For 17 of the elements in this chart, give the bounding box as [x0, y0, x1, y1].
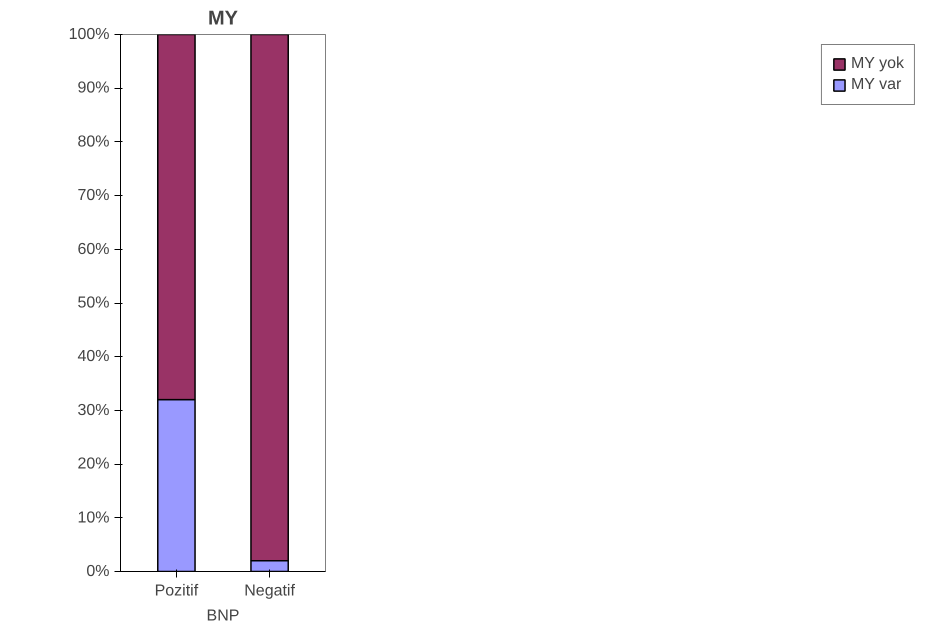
y-tick-label: 0% [86, 563, 110, 580]
y-tick-label: 80% [77, 133, 110, 150]
y-tick-label: 10% [77, 509, 110, 526]
x-tick-label: Negatif [244, 582, 296, 600]
chart-title: MY [208, 8, 239, 30]
y-tick-label: 70% [77, 187, 110, 204]
y-tick-label: 60% [77, 240, 110, 258]
x-tick-label: Pozitif [154, 582, 199, 600]
legend-label: MY var [850, 76, 902, 94]
y-tick-label: 20% [77, 456, 110, 473]
y-tick-label: 30% [77, 402, 110, 419]
y-tick-label: 40% [77, 348, 110, 366]
x-axis-title: BNP [206, 608, 240, 624]
y-tick-label: 50% [77, 294, 110, 312]
legend-label: MY yok [850, 55, 904, 73]
y-tick-label: 90% [77, 80, 110, 97]
y-tick-label: 100% [68, 26, 110, 43]
